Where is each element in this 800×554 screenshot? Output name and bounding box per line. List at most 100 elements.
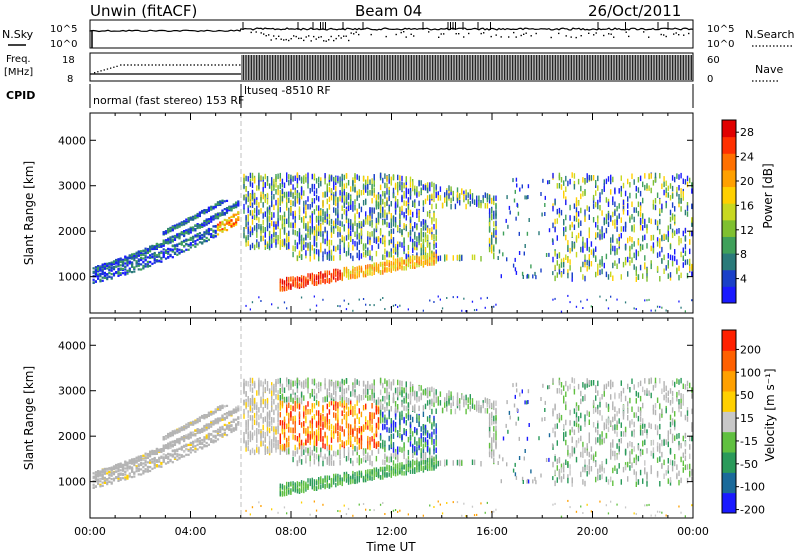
power-cell <box>185 229 188 232</box>
power-cell <box>92 281 95 284</box>
power-cell <box>495 213 497 220</box>
power-cell <box>409 190 412 196</box>
power-cell <box>412 211 414 218</box>
power-cell <box>99 275 102 278</box>
nsearch-point <box>255 31 257 33</box>
power-cell <box>315 188 318 194</box>
nsearch-point <box>260 32 262 34</box>
power-cell <box>465 310 467 312</box>
power-cell <box>486 203 489 209</box>
power-cell <box>283 280 286 285</box>
power-cell <box>424 232 427 238</box>
power-cell <box>94 266 97 269</box>
velocity-cell <box>142 458 145 461</box>
power-cell <box>347 194 350 200</box>
velocity-cell <box>221 428 224 431</box>
power-cell <box>431 250 433 257</box>
power-cell <box>352 265 354 271</box>
power-cell <box>354 271 356 277</box>
power-cell <box>388 222 390 228</box>
power-cell <box>669 272 672 278</box>
power-cell <box>296 173 299 179</box>
power-cell <box>288 285 290 290</box>
power-cell <box>382 237 384 243</box>
power-cell <box>339 254 341 261</box>
velocity-cell <box>216 433 220 437</box>
power-cell <box>622 226 625 232</box>
power-cell <box>571 221 573 228</box>
power-cell <box>253 196 256 203</box>
power-cell <box>309 204 311 210</box>
power-cell <box>403 237 405 244</box>
power-cell <box>439 255 442 261</box>
power-cell <box>392 304 395 307</box>
power-cell <box>324 173 326 179</box>
power-cell <box>575 201 578 207</box>
power-cell <box>637 201 640 207</box>
power-cell <box>352 274 354 279</box>
power-cell <box>162 231 165 234</box>
power-cell <box>538 231 540 236</box>
power-cell <box>586 298 588 301</box>
power-cell <box>345 268 348 274</box>
velocity-cell <box>228 421 231 425</box>
power-cell <box>446 201 448 207</box>
power-cell <box>106 276 109 279</box>
velocity-cell <box>235 418 238 421</box>
velocity-cell <box>153 466 156 469</box>
power-cell <box>631 257 633 263</box>
power-cell <box>358 232 360 239</box>
power-cell <box>405 176 407 183</box>
power-cell <box>219 229 222 232</box>
power-cell <box>94 270 97 274</box>
power-cell <box>433 301 435 303</box>
power-cell <box>469 194 471 200</box>
power-cell <box>686 202 689 208</box>
power-cell <box>212 215 215 218</box>
velocity-cell <box>216 438 220 441</box>
power-cell <box>622 209 625 215</box>
power-cell <box>117 270 120 273</box>
velocity-cell <box>97 473 100 476</box>
power-cell <box>610 215 612 221</box>
power-cell <box>223 213 226 216</box>
velocity-cell <box>230 420 233 423</box>
velocity-cell <box>162 453 165 456</box>
power-cell <box>97 268 100 271</box>
power-cell <box>345 251 348 257</box>
velocity-cell <box>221 433 224 436</box>
power-cell <box>644 263 646 270</box>
power-cell <box>637 274 640 280</box>
power-cell <box>230 208 233 211</box>
power-cell <box>279 228 281 234</box>
power-cell <box>243 208 245 214</box>
nsearch-point <box>558 32 560 35</box>
power-cell <box>176 234 179 237</box>
velocity-cell <box>192 421 195 425</box>
nsearch-point <box>400 31 402 34</box>
power-cell <box>128 261 131 264</box>
power-cell <box>667 273 669 279</box>
power-cell <box>362 245 365 251</box>
power-cell <box>382 254 384 260</box>
nsearch-point <box>335 37 337 40</box>
power-cell <box>318 275 320 280</box>
power-cell <box>194 229 197 232</box>
power-cell <box>567 272 569 279</box>
power-cell <box>330 232 333 238</box>
power-cell <box>654 176 657 183</box>
power-cell <box>187 229 190 232</box>
velocity-cell <box>187 437 190 440</box>
power-cell <box>315 194 318 201</box>
power-cell <box>618 236 620 243</box>
power-cell <box>203 219 206 223</box>
power-cell <box>354 220 356 226</box>
power-cell <box>610 295 612 298</box>
power-cell <box>277 206 279 212</box>
freq-label: Freq. <box>6 54 31 65</box>
power-cell <box>435 203 437 209</box>
power-cell <box>527 274 530 279</box>
power-cell <box>205 236 208 240</box>
nave-tick-top: 60 <box>707 55 720 66</box>
power-cell <box>133 270 136 273</box>
